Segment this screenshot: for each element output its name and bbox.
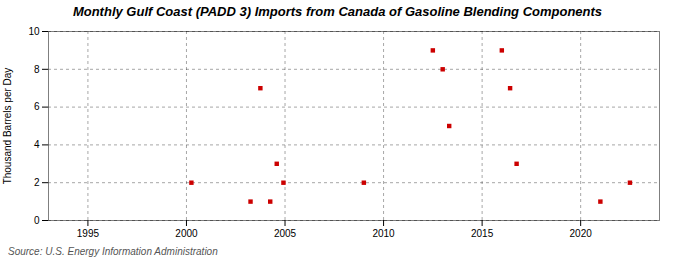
svg-text:8: 8: [34, 64, 40, 75]
svg-text:0: 0: [34, 215, 40, 226]
svg-text:2005: 2005: [274, 228, 297, 239]
svg-text:2010: 2010: [372, 228, 395, 239]
svg-text:10: 10: [28, 26, 40, 37]
svg-text:1995: 1995: [77, 228, 100, 239]
svg-text:6: 6: [34, 101, 40, 112]
svg-text:2: 2: [34, 177, 40, 188]
svg-text:2020: 2020: [570, 228, 593, 239]
svg-text:Thousand Barrels per Day: Thousand Barrels per Day: [2, 68, 13, 185]
html-text:Monthly Gulf Coast (PADD 3) Im: Monthly Gulf Coast (PADD 3) Imports from…: [72, 4, 603, 19]
svg-text:4: 4: [34, 139, 40, 150]
svg-text:2015: 2015: [471, 228, 494, 239]
svg-text:2000: 2000: [175, 228, 198, 239]
html-text:Source: U.S. Energy Informatio: Source: U.S. Energy Information Administ…: [8, 246, 218, 257]
